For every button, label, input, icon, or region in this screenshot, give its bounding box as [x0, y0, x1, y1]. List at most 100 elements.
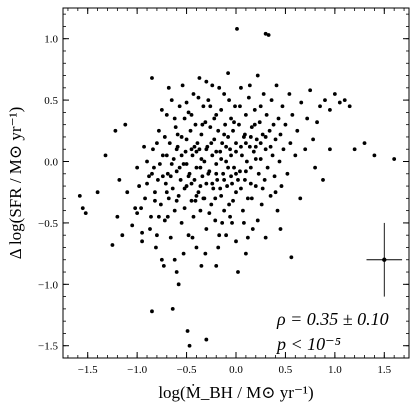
data-point: [342, 98, 347, 103]
data-point: [249, 125, 254, 130]
data-point: [175, 132, 180, 137]
data-point: [120, 233, 125, 238]
data-point: [201, 104, 206, 109]
data-point: [216, 128, 221, 133]
data-point: [204, 147, 209, 152]
data-point: [177, 104, 182, 109]
ticks-layer: −1.5 −1.0 −0.5 0.0 0.5 1.0 1.5 −1.5 −1.0 −0.5 0.0 0…: [38, 8, 409, 376]
data-point: [142, 144, 146, 149]
data-point: [288, 141, 293, 145]
data-point: [239, 144, 243, 149]
data-point: [321, 178, 325, 182]
data-point: [191, 214, 196, 219]
data-point: [185, 329, 190, 333]
data-point: [236, 178, 240, 182]
data-point: [247, 83, 252, 88]
data-point: [259, 202, 264, 207]
data-point: [247, 144, 252, 149]
data-point: [194, 165, 199, 170]
rho-annotation: ρ = 0.35 ± 0.10: [276, 309, 389, 329]
data-point: [228, 147, 232, 152]
plot-frame: [62, 7, 410, 359]
data-point: [180, 83, 185, 88]
data-point: [295, 128, 300, 133]
data-point: [168, 235, 173, 240]
data-point: [250, 227, 255, 231]
data-point: [173, 125, 178, 130]
data-point: [202, 159, 207, 164]
data-point: [154, 245, 158, 250]
data-point: [190, 153, 195, 158]
data-point: [328, 147, 332, 152]
data-point: [249, 196, 254, 201]
data-point: [229, 174, 233, 179]
data-point: [135, 211, 140, 215]
data-point: [200, 174, 205, 179]
data-point: [190, 235, 195, 240]
y-tick-label: −1.0: [38, 279, 58, 291]
data-point: [238, 104, 242, 109]
data-point: [254, 137, 259, 142]
data-point: [191, 92, 196, 96]
data-point: [166, 196, 171, 201]
x-tick-label: 0.0: [229, 364, 243, 376]
data-point: [103, 153, 108, 158]
data-point: [155, 141, 159, 145]
data-point: [189, 147, 194, 152]
data-point: [262, 178, 267, 182]
data-point: [133, 206, 138, 211]
data-point: [220, 221, 225, 225]
data-point: [248, 181, 253, 186]
data-point: [216, 245, 221, 250]
data-point: [281, 147, 286, 152]
data-point: [159, 257, 164, 262]
data-point: [235, 26, 239, 31]
data-point: [197, 147, 202, 152]
data-point: [236, 270, 240, 274]
data-point: [165, 214, 170, 219]
data-point: [202, 196, 207, 201]
data-point: [283, 122, 288, 127]
data-point: [238, 169, 242, 174]
data-point: [195, 141, 200, 145]
data-point: [252, 122, 257, 127]
data-point: [179, 135, 184, 139]
data-point: [226, 165, 230, 170]
data-point: [192, 178, 197, 182]
data-point: [308, 88, 313, 93]
data-point: [155, 233, 159, 238]
data-point: [273, 137, 278, 142]
data-point: [305, 116, 310, 121]
data-point: [214, 112, 219, 117]
error-bar: [366, 222, 403, 297]
data-point: [228, 214, 232, 219]
data-point: [263, 235, 268, 240]
data-point: [278, 132, 283, 137]
data-point: [224, 159, 229, 164]
data-point: [196, 190, 201, 195]
data-point: [227, 202, 231, 207]
data-point: [161, 263, 166, 268]
data-point: [150, 309, 154, 314]
data-point: [204, 337, 209, 342]
data-point: [164, 153, 169, 158]
data-point: [198, 208, 203, 213]
data-point: [184, 162, 189, 166]
data-point: [194, 149, 199, 154]
data-point: [232, 165, 236, 170]
data-point: [140, 239, 144, 244]
data-point: [218, 186, 223, 191]
data-point: [253, 184, 258, 188]
data-point: [243, 141, 248, 145]
data-point: [153, 190, 157, 195]
data-point: [242, 132, 247, 137]
data-point: [186, 174, 191, 179]
data-point: [204, 227, 209, 231]
data-point: [221, 171, 226, 176]
data-point: [239, 85, 243, 90]
data-point: [299, 100, 304, 105]
data-point: [152, 165, 156, 170]
data-point: [213, 218, 218, 223]
data-point: [115, 214, 120, 219]
data-point: [303, 147, 308, 152]
